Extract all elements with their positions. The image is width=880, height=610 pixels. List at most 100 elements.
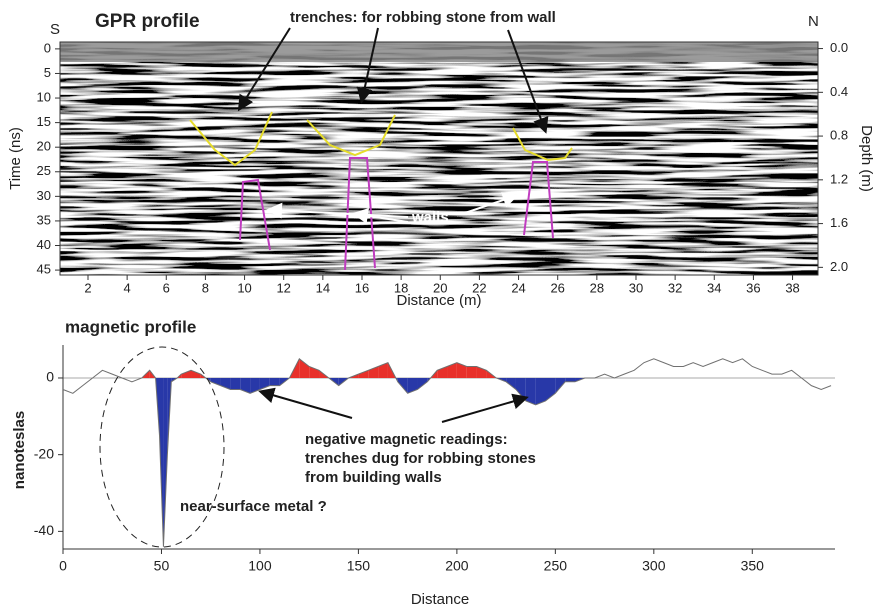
y-tick-label: 35	[37, 212, 51, 227]
y-tick-label: 40	[37, 237, 51, 252]
area-fill	[466, 366, 477, 378]
x-tick-label: 38	[785, 280, 799, 295]
y2-tick-label: 0.0	[830, 40, 848, 55]
y2-tick-label: 0.8	[830, 128, 848, 143]
annotation-arrow	[352, 207, 409, 224]
y2-axis-label: Depth (m)	[858, 125, 875, 192]
x-tick-label: 4	[124, 280, 131, 295]
area-fill	[545, 377, 556, 401]
annotation-arrow	[441, 393, 529, 423]
area-fill	[525, 377, 536, 405]
y-tick-label: -20	[34, 445, 54, 461]
area-fill	[181, 370, 192, 378]
area-fill	[555, 377, 566, 394]
area-fill	[378, 362, 388, 378]
x-tick-label: 32	[668, 280, 682, 295]
area-fill	[506, 377, 516, 390]
annotation: trenches dug for robbing stones	[305, 450, 536, 467]
wall-outline	[523, 161, 554, 239]
x-tick-label: 10	[237, 280, 251, 295]
x-tick-label: 6	[163, 280, 170, 295]
y-tick-label: 20	[37, 139, 51, 154]
y-tick-label: 5	[44, 65, 51, 80]
area-fill	[456, 362, 467, 378]
x-tick-label: 24	[511, 280, 525, 295]
radargram-image	[60, 42, 818, 275]
end-label: N	[808, 13, 819, 30]
y2-tick-label: 1.2	[830, 171, 848, 186]
x-tick-label: 14	[316, 280, 330, 295]
area-fill	[299, 358, 310, 378]
area-fill	[159, 377, 164, 547]
x-tick-label: 350	[741, 558, 765, 574]
chart-title: GPR profile	[95, 11, 200, 32]
y-tick-label: 0	[46, 369, 54, 385]
area-fill	[230, 377, 241, 390]
area-fill	[250, 377, 260, 394]
area-fill	[240, 377, 251, 394]
x-tick-label: 50	[154, 558, 170, 574]
annotation-arrow	[356, 27, 379, 104]
area-fill	[447, 362, 457, 378]
area-fill	[535, 377, 546, 405]
y2-tick-label: 1.6	[830, 215, 848, 230]
y-tick-label: 10	[37, 89, 51, 104]
y-tick-label: 15	[37, 114, 51, 129]
trench-outline	[306, 114, 396, 157]
air-band	[60, 42, 818, 62]
annotation-arrow	[507, 29, 549, 134]
y-tick-label: 25	[37, 163, 51, 178]
trench-outline	[189, 111, 273, 167]
area-fill	[220, 377, 231, 390]
area-fill	[397, 377, 408, 394]
x-tick-label: 0	[59, 558, 67, 574]
x-tick-label: 200	[445, 558, 469, 574]
highlight-ellipse	[99, 346, 225, 548]
x-tick-label: 150	[347, 558, 371, 574]
x-tick-label: 2	[84, 280, 91, 295]
x-tick-label: 100	[248, 558, 272, 574]
x-tick-label: 250	[544, 558, 568, 574]
chart-title: magnetic profile	[65, 317, 196, 336]
x-tick-label: 12	[276, 280, 290, 295]
x-tick-label: 22	[472, 280, 486, 295]
y-axis-label: nanoteslas	[11, 411, 28, 489]
annotation: walls	[411, 209, 449, 226]
area-fill	[191, 370, 201, 378]
y-axis-label: Time (ns)	[7, 127, 24, 190]
plot-frame	[59, 41, 819, 276]
x-tick-label: 18	[394, 280, 408, 295]
end-label: S	[50, 21, 60, 38]
data-line	[62, 358, 832, 547]
x-tick-label: 8	[202, 280, 209, 295]
area-fill	[269, 377, 280, 386]
x-tick-label: 300	[642, 558, 666, 574]
area-fill	[210, 377, 221, 386]
y2-tick-label: 2.0	[830, 259, 848, 274]
x-tick-label: 28	[590, 280, 604, 295]
area-fill	[358, 370, 369, 378]
y-tick-label: 45	[37, 262, 51, 277]
y-tick-label: 0	[44, 40, 51, 55]
x-tick-label: 36	[746, 280, 760, 295]
y-tick-label: 30	[37, 188, 51, 203]
annotation: from building walls	[305, 469, 442, 486]
annotation: negative magnetic readings:	[305, 431, 508, 448]
annotation-arrow	[237, 27, 291, 112]
trench-outline	[512, 127, 573, 162]
area-fill	[565, 377, 576, 382]
x-tick-label: 20	[433, 280, 447, 295]
area-fill	[407, 377, 418, 394]
x-tick-label: 16	[355, 280, 369, 295]
area-fill	[163, 377, 168, 547]
annotation: near-surface metal ?	[180, 498, 327, 515]
x-axis-label: Distance	[411, 591, 469, 608]
y2-tick-label: 0.4	[830, 84, 848, 99]
annotation-arrow	[258, 387, 353, 419]
x-tick-label: 26	[550, 280, 564, 295]
wall-outline	[239, 178, 271, 251]
area-fill	[417, 377, 428, 390]
annotation-arrow	[266, 202, 409, 219]
